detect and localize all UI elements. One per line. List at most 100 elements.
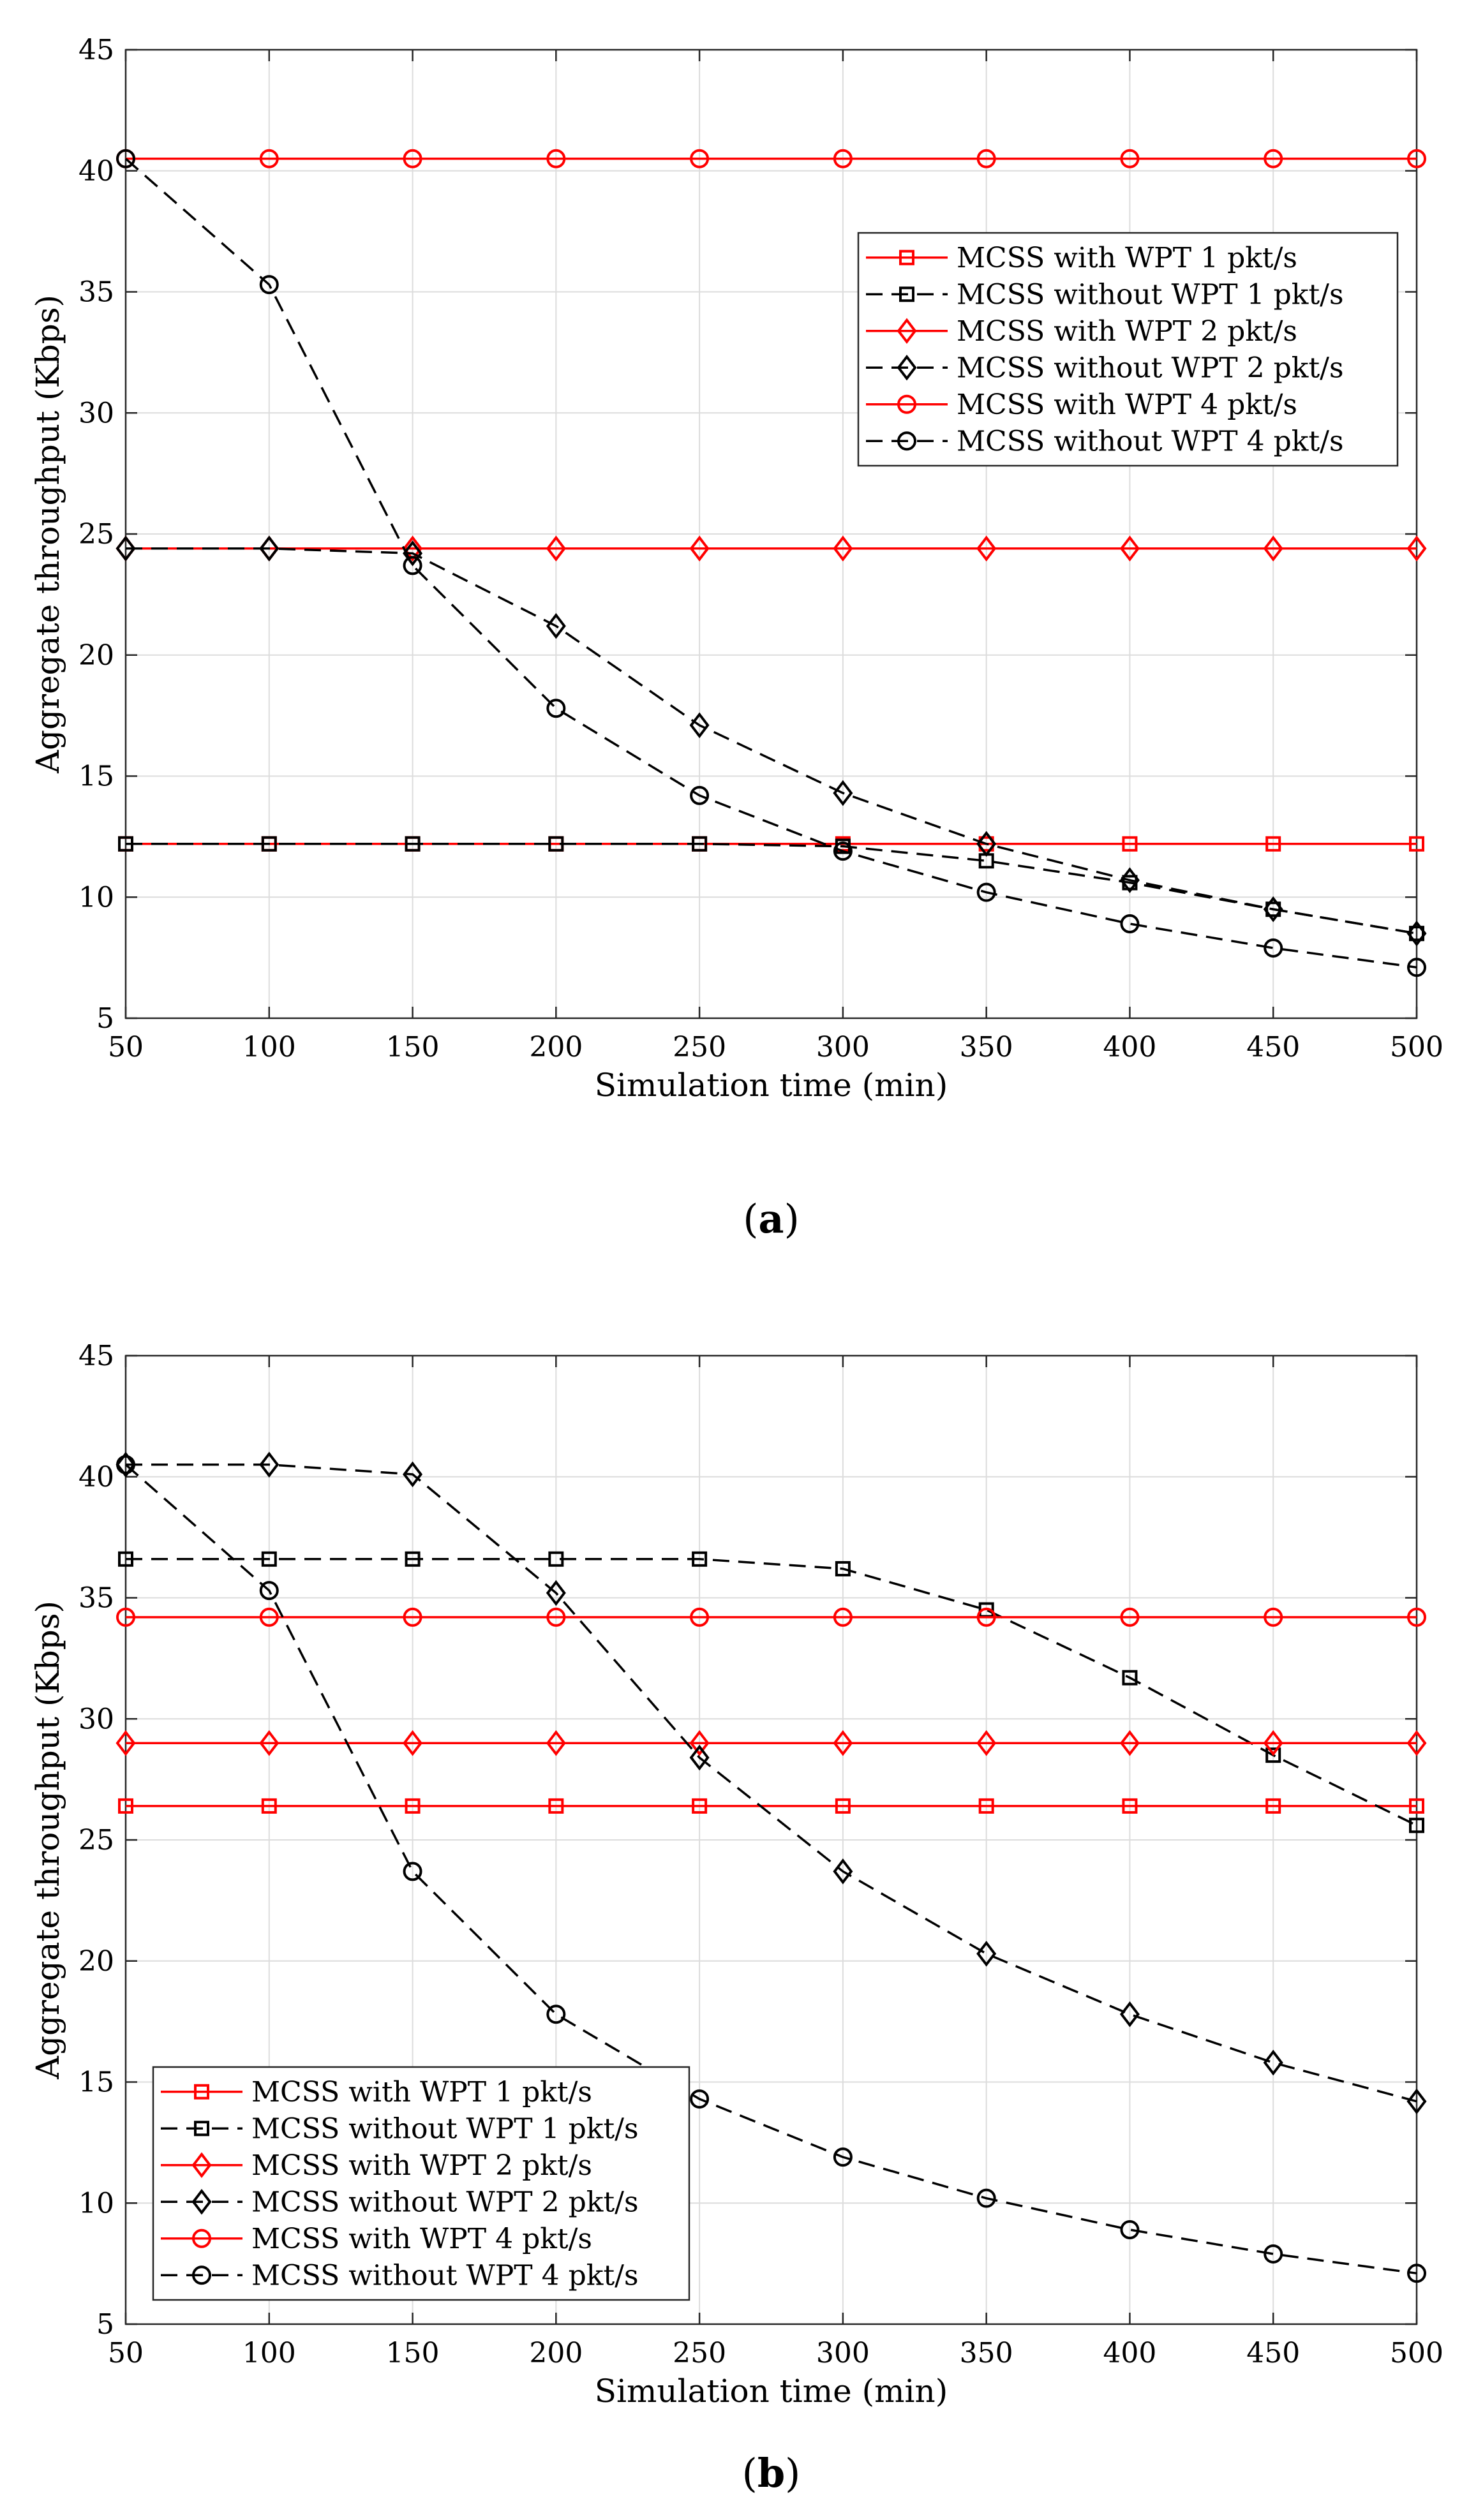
legend-entry-label: MCSS with WPT 2 pkt/s [957, 315, 1297, 348]
data-point [116, 149, 135, 168]
legend-entry-label: MCSS without WPT 1 pkt/s [957, 278, 1344, 311]
data-point [259, 149, 279, 168]
data-point [833, 535, 853, 562]
y-axis-label: Aggregate throughput (Kbps) [29, 1601, 66, 2080]
data-point [118, 1798, 133, 1814]
data-point [1122, 836, 1138, 852]
x-tick-label: 200 [529, 2337, 583, 2369]
data-point [1263, 896, 1283, 923]
legend-marker [899, 286, 914, 302]
data-point [1119, 867, 1140, 893]
legend-marker [897, 431, 916, 451]
data-point [261, 836, 277, 852]
legend: MCSS with WPT 1 pkt/s MCSS without WPT 1 … [857, 232, 1399, 467]
data-point [116, 1451, 136, 1478]
x-axis-label: Simulation time (min) [595, 2373, 948, 2410]
data-point [548, 1798, 564, 1814]
data-point [689, 712, 710, 739]
caption-close-paren: ) [785, 2450, 800, 2496]
data-point [833, 149, 853, 168]
panel-caption: (b) [742, 2450, 801, 2496]
caption-close-paren: ) [784, 1196, 800, 1242]
data-point [1119, 535, 1140, 562]
y-tick-label: 35 [78, 276, 114, 309]
series-line [126, 1558, 1417, 1827]
x-tick-label: 450 [1246, 1031, 1300, 1064]
data-point [690, 2089, 710, 2109]
data-point [1264, 2244, 1283, 2264]
data-point [690, 785, 710, 805]
data-point [403, 1862, 422, 1881]
data-point [548, 1551, 564, 1567]
legend-marker [897, 318, 917, 345]
y-tick-label: 20 [78, 639, 114, 672]
data-point [1264, 1607, 1283, 1627]
legend-entry-label: MCSS with WPT 2 pkt/s [251, 2149, 592, 2182]
data-point [261, 1551, 277, 1567]
y-tick-label: 5 [96, 2308, 114, 2341]
caption-open-paren: ( [742, 2450, 757, 2496]
legend-marker [194, 2084, 209, 2100]
data-point [689, 1744, 710, 1771]
data-point [835, 1798, 851, 1814]
data-point [1409, 1818, 1424, 1834]
data-point [1120, 914, 1140, 933]
legend-entry-label: MCSS without WPT 1 pkt/s [251, 2112, 639, 2145]
data-point [976, 2188, 996, 2208]
data-point [1407, 958, 1426, 977]
y-tick-label: 30 [78, 397, 114, 429]
x-tick-label: 300 [816, 1031, 870, 1064]
data-point [976, 1730, 997, 1756]
series-line [126, 843, 1417, 935]
series-mcss-with-wpt-4-pkt-s [116, 149, 1426, 168]
data-point [546, 1730, 566, 1756]
x-tick-label: 250 [673, 1031, 726, 1064]
y-tick-label: 20 [78, 1945, 114, 1978]
series-line [126, 547, 1417, 935]
data-point [1264, 149, 1283, 168]
data-point [1409, 836, 1424, 852]
data-point [546, 1580, 566, 1606]
data-point [690, 149, 710, 168]
legend-entry-label: MCSS with WPT 4 pkt/s [957, 389, 1297, 421]
data-point [1263, 535, 1283, 562]
data-point [546, 612, 566, 639]
y-tick-label: 40 [78, 155, 114, 188]
data-point [1407, 1607, 1426, 1627]
y-tick-label: 25 [78, 1824, 114, 1857]
data-point [403, 149, 422, 168]
data-point [116, 1455, 135, 1474]
data-point [116, 1730, 136, 1756]
legend-entry-label: MCSS without WPT 4 pkt/s [957, 425, 1344, 457]
panel-caption: (a) [743, 1196, 800, 1242]
series-mcss-with-wpt-1-pkt-s [118, 1798, 1424, 1814]
data-point [833, 1730, 853, 1756]
x-tick-label: 500 [1390, 1031, 1443, 1064]
data-point [1122, 1670, 1138, 1686]
data-point [1406, 920, 1427, 947]
data-point [1265, 836, 1281, 852]
chart-panel-b: 50 100 150 200 250 300 350 400 450 500 5 10 15 20 25 30… [29, 1340, 1443, 2496]
data-point [546, 2005, 566, 2024]
data-point [403, 1461, 423, 1488]
legend-marker [191, 2188, 212, 2215]
data-point [259, 1607, 279, 1627]
data-point [1409, 1798, 1424, 1814]
series-mcss-with-wpt-2-pkt-s [116, 1730, 1427, 1756]
legend-marker [191, 2152, 212, 2179]
data-point [978, 836, 994, 852]
data-point [546, 699, 566, 718]
data-point [546, 149, 566, 168]
x-tick-label: 200 [529, 1031, 583, 1064]
data-point [1406, 1730, 1427, 1756]
data-point [116, 535, 136, 562]
x-tick-label: 100 [242, 2337, 296, 2369]
data-point [1263, 2049, 1283, 2076]
data-point [1120, 149, 1140, 168]
data-point [118, 1551, 133, 1567]
data-point [1120, 2220, 1140, 2239]
x-tick-label: 150 [386, 2337, 440, 2369]
data-point [833, 841, 853, 861]
y-tick-label: 35 [78, 1582, 114, 1615]
data-point [405, 1798, 421, 1814]
